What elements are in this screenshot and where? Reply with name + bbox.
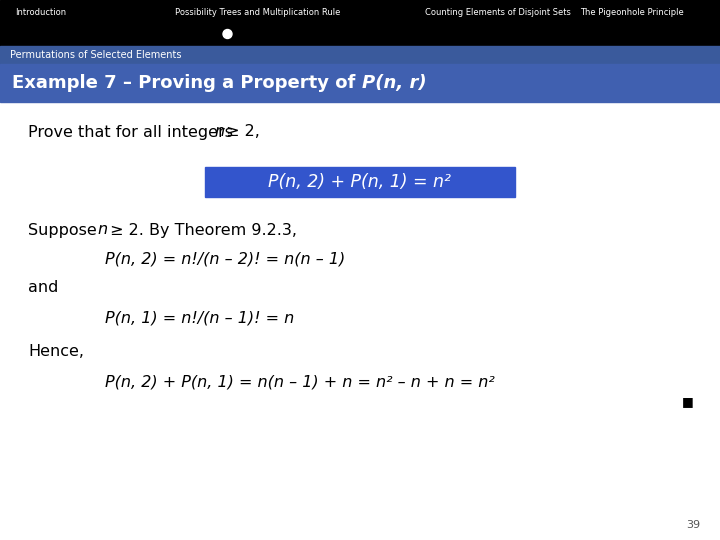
Text: Suppose: Suppose <box>28 222 102 238</box>
Circle shape <box>223 30 232 38</box>
Circle shape <box>16 31 23 37</box>
Circle shape <box>616 30 625 38</box>
Text: The Pigeonhole Principle: The Pigeonhole Principle <box>580 8 684 17</box>
Text: Prove that for all integers: Prove that for all integers <box>28 125 238 139</box>
Circle shape <box>617 31 624 37</box>
Text: P(n, 2) + P(n, 1) = n²: P(n, 2) + P(n, 1) = n² <box>269 173 451 191</box>
Circle shape <box>176 31 183 37</box>
Circle shape <box>450 31 456 37</box>
Circle shape <box>437 30 446 38</box>
Text: P(n, r): P(n, r) <box>362 74 427 92</box>
Text: n: n <box>97 222 107 238</box>
Text: ≥ 2. By Theorem 9.2.3,: ≥ 2. By Theorem 9.2.3, <box>105 222 297 238</box>
Text: Permutations of Selected Elements: Permutations of Selected Elements <box>10 50 181 60</box>
Bar <box>0 102 720 540</box>
Text: ≥ 2,: ≥ 2, <box>221 125 260 139</box>
Bar <box>0 46 720 64</box>
Circle shape <box>606 31 612 37</box>
Circle shape <box>187 30 196 38</box>
Circle shape <box>438 31 445 37</box>
Text: Example 7 – Proving a Property of: Example 7 – Proving a Property of <box>12 74 361 92</box>
Text: n: n <box>214 125 224 139</box>
Circle shape <box>592 30 601 38</box>
Circle shape <box>593 31 600 37</box>
Circle shape <box>175 30 184 38</box>
Circle shape <box>199 30 208 38</box>
Text: P(n, 1) = n!/(n – 1)! = n: P(n, 1) = n!/(n – 1)! = n <box>105 310 294 326</box>
Text: P(n, 2) + P(n, 1) = n(n – 1) + n = n² – n + n = n²: P(n, 2) + P(n, 1) = n(n – 1) + n = n² – … <box>105 375 495 389</box>
Circle shape <box>27 30 36 38</box>
Text: Hence,: Hence, <box>28 345 84 360</box>
Bar <box>0 64 720 102</box>
Bar <box>205 167 515 197</box>
Text: Counting Elements of Disjoint Sets: Counting Elements of Disjoint Sets <box>425 8 571 17</box>
Text: Introduction: Introduction <box>15 8 66 17</box>
Circle shape <box>28 31 35 37</box>
Circle shape <box>15 30 24 38</box>
Circle shape <box>425 30 434 38</box>
Circle shape <box>40 31 47 37</box>
Text: ■: ■ <box>682 395 694 408</box>
Circle shape <box>449 30 458 38</box>
Text: 39: 39 <box>686 520 700 530</box>
Circle shape <box>188 31 195 37</box>
Circle shape <box>581 31 588 37</box>
Circle shape <box>200 31 207 37</box>
Text: Possibility Trees and Multiplication Rule: Possibility Trees and Multiplication Rul… <box>175 8 341 17</box>
Text: P(n, 2) = n!/(n – 2)! = n(n – 1): P(n, 2) = n!/(n – 2)! = n(n – 1) <box>105 252 346 267</box>
Circle shape <box>39 30 48 38</box>
Circle shape <box>212 31 219 37</box>
Circle shape <box>604 30 613 38</box>
Circle shape <box>426 31 433 37</box>
Circle shape <box>580 30 589 38</box>
Text: and: and <box>28 280 58 295</box>
Circle shape <box>211 30 220 38</box>
Bar <box>0 0 720 46</box>
